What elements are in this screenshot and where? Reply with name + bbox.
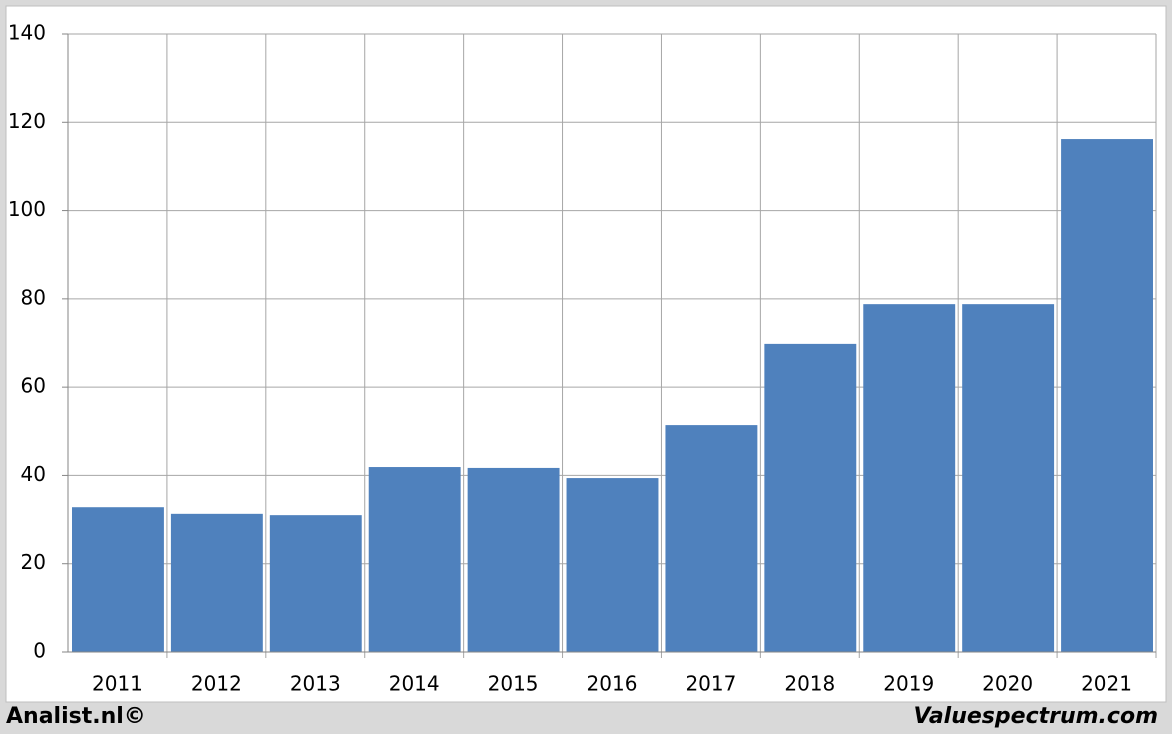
bar — [170, 513, 263, 652]
x-tick-label: 2018 — [784, 672, 835, 696]
bar — [1061, 139, 1153, 652]
y-tick-label: 140 — [8, 21, 46, 45]
x-tick-label: 2013 — [290, 672, 341, 696]
y-tick-label: 60 — [21, 374, 46, 398]
bar — [863, 304, 956, 652]
y-tick-label: 100 — [8, 197, 46, 221]
bar — [467, 467, 560, 652]
bar — [764, 343, 857, 652]
bar — [269, 515, 362, 652]
bar — [665, 425, 758, 652]
bar — [962, 304, 1055, 652]
y-tick-label: 120 — [8, 109, 46, 133]
x-tick-label: 2020 — [982, 672, 1033, 696]
y-tick-label: 20 — [21, 550, 46, 574]
y-tick-label: 80 — [21, 285, 46, 309]
footer-left: Analist.nl© — [6, 704, 146, 729]
x-tick-label: 2016 — [587, 672, 638, 696]
footer-right: Valuespectrum.com — [914, 704, 1158, 729]
x-tick-label: 2012 — [191, 672, 242, 696]
x-tick-label: 2011 — [92, 672, 143, 696]
y-tick-label: 40 — [21, 462, 46, 486]
x-tick-label: 2014 — [389, 672, 440, 696]
y-tick-label: 0 — [33, 639, 46, 663]
bar — [566, 478, 659, 652]
x-tick-label: 2021 — [1081, 672, 1132, 696]
bar — [368, 467, 461, 652]
x-tick-label: 2015 — [488, 672, 539, 696]
x-tick-label: 2017 — [685, 672, 736, 696]
bar — [72, 507, 164, 652]
x-tick-label: 2019 — [883, 672, 934, 696]
